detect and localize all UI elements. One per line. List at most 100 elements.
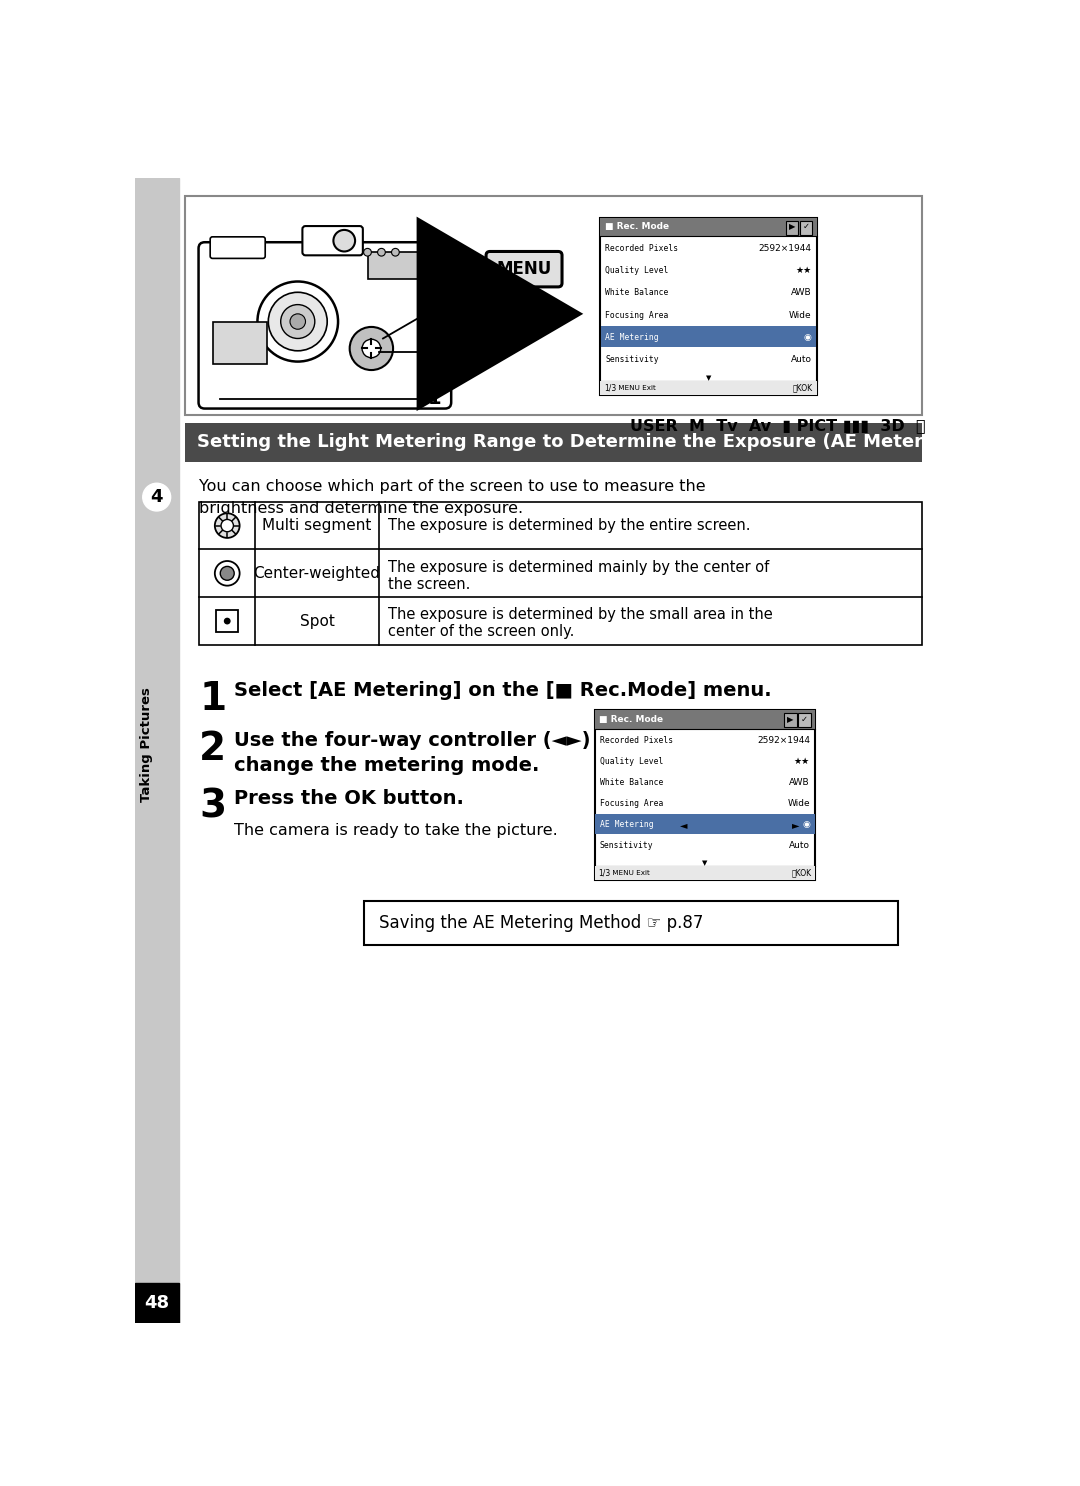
Text: Auto: Auto xyxy=(791,355,811,364)
Circle shape xyxy=(362,339,380,358)
Text: Spot: Spot xyxy=(299,614,335,629)
Bar xyxy=(600,325,816,346)
Text: Recorded Pixels: Recorded Pixels xyxy=(606,244,678,253)
Circle shape xyxy=(221,520,233,532)
Bar xyxy=(798,713,811,727)
Text: ▼: ▼ xyxy=(706,374,712,380)
Text: AWB: AWB xyxy=(789,779,810,788)
Text: White Balance: White Balance xyxy=(606,288,669,297)
Text: Taking Pictures: Taking Pictures xyxy=(140,688,153,802)
Text: 3: 3 xyxy=(200,788,227,825)
Text: 1: 1 xyxy=(428,389,442,409)
Text: 3: 3 xyxy=(428,343,442,361)
Circle shape xyxy=(220,566,234,580)
Bar xyxy=(186,196,921,416)
Text: AWB: AWB xyxy=(791,288,811,297)
Bar xyxy=(200,502,921,645)
Text: Quality Level: Quality Level xyxy=(600,756,663,767)
Bar xyxy=(186,424,921,462)
Text: The camera is ready to take the picture.: The camera is ready to take the picture. xyxy=(234,823,558,838)
Text: brightness and determine the exposure.: brightness and determine the exposure. xyxy=(200,501,524,516)
Circle shape xyxy=(291,314,306,330)
Bar xyxy=(600,217,816,395)
FancyBboxPatch shape xyxy=(302,226,363,256)
Text: Use the four-way controller (◄►) to: Use the four-way controller (◄►) to xyxy=(234,731,620,750)
Circle shape xyxy=(257,281,338,361)
Text: Select [AE Metering] on the [■ Rec.Mode] menu.: Select [AE Metering] on the [■ Rec.Mode]… xyxy=(234,681,772,700)
FancyBboxPatch shape xyxy=(486,251,562,287)
Bar xyxy=(600,380,816,395)
Text: 2: 2 xyxy=(200,730,227,768)
Text: center of the screen only.: center of the screen only. xyxy=(389,624,575,639)
Text: 2: 2 xyxy=(428,303,442,322)
Bar xyxy=(135,178,179,1323)
Circle shape xyxy=(215,562,240,585)
Text: Quality Level: Quality Level xyxy=(606,266,669,275)
Circle shape xyxy=(350,327,393,370)
Bar xyxy=(595,814,814,834)
Text: MENU Exit: MENU Exit xyxy=(610,869,650,875)
Circle shape xyxy=(334,230,355,251)
Text: Recorded Pixels: Recorded Pixels xyxy=(600,736,673,744)
Circle shape xyxy=(143,483,171,511)
FancyBboxPatch shape xyxy=(199,242,451,409)
Bar xyxy=(367,253,418,279)
Text: 1/3: 1/3 xyxy=(604,383,616,392)
Circle shape xyxy=(215,513,240,538)
Circle shape xyxy=(364,248,372,256)
Text: ⓄKOK: ⓄKOK xyxy=(793,383,813,392)
Circle shape xyxy=(378,248,386,256)
Text: 4: 4 xyxy=(150,487,163,507)
Bar xyxy=(786,220,798,235)
Text: AE Metering: AE Metering xyxy=(600,820,653,829)
Text: ✓: ✓ xyxy=(802,223,810,232)
Circle shape xyxy=(281,305,314,339)
Text: MENU: MENU xyxy=(497,260,552,278)
Text: 48: 48 xyxy=(144,1293,170,1312)
Text: ■ Rec. Mode: ■ Rec. Mode xyxy=(599,715,663,724)
Text: ▶: ▶ xyxy=(787,715,794,724)
FancyBboxPatch shape xyxy=(211,236,266,259)
Text: Wide: Wide xyxy=(787,799,810,808)
Text: USER  M  Tv  Av  ▮ PICT ▮▮▮  3D  ⓪: USER M Tv Av ▮ PICT ▮▮▮ 3D ⓪ xyxy=(630,418,926,432)
Text: ►: ► xyxy=(793,820,800,829)
Text: The exposure is determined by the entire screen.: The exposure is determined by the entire… xyxy=(389,519,751,533)
Bar xyxy=(595,710,815,880)
Text: 2592×1944: 2592×1944 xyxy=(757,736,810,744)
Text: Center-weighted: Center-weighted xyxy=(254,566,380,581)
Text: The exposure is determined by the small area in the: The exposure is determined by the small … xyxy=(389,608,773,623)
Circle shape xyxy=(268,293,327,351)
Bar xyxy=(213,321,267,364)
Bar xyxy=(600,217,816,236)
Bar xyxy=(784,713,797,727)
Text: Sensitivity: Sensitivity xyxy=(600,841,653,850)
Text: ◉: ◉ xyxy=(802,820,810,829)
Text: 2592×1944: 2592×1944 xyxy=(758,244,811,253)
Text: Auto: Auto xyxy=(789,841,810,850)
Text: ▼: ▼ xyxy=(702,860,707,866)
Text: Multi segment: Multi segment xyxy=(262,519,372,533)
Bar xyxy=(595,710,815,728)
Circle shape xyxy=(225,618,230,624)
Bar xyxy=(216,611,238,632)
Text: Wide: Wide xyxy=(789,311,811,319)
Text: Focusing Area: Focusing Area xyxy=(600,799,663,808)
Text: Press the OK button.: Press the OK button. xyxy=(234,789,464,808)
Text: Setting the Light Metering Range to Determine the Exposure (AE Metering): Setting the Light Metering Range to Dete… xyxy=(197,434,963,452)
Text: ⓄKOK: ⓄKOK xyxy=(792,868,811,877)
Text: ★★: ★★ xyxy=(794,756,810,767)
Text: change the metering mode.: change the metering mode. xyxy=(234,756,540,774)
Text: The exposure is determined mainly by the center of: The exposure is determined mainly by the… xyxy=(389,560,770,575)
Text: White Balance: White Balance xyxy=(600,779,663,788)
Bar xyxy=(364,901,899,945)
Text: Saving the AE Metering Method ☞ p.87: Saving the AE Metering Method ☞ p.87 xyxy=(379,914,703,932)
Text: Sensitivity: Sensitivity xyxy=(606,355,659,364)
Text: 1: 1 xyxy=(200,679,227,718)
Bar xyxy=(800,220,812,235)
Text: the screen.: the screen. xyxy=(389,577,471,591)
Text: ▶: ▶ xyxy=(789,223,796,232)
Text: MENU Exit: MENU Exit xyxy=(616,385,656,391)
Text: AE Metering: AE Metering xyxy=(606,333,659,342)
Text: ■ Rec. Mode: ■ Rec. Mode xyxy=(605,223,669,232)
Text: ◄: ◄ xyxy=(680,820,688,829)
